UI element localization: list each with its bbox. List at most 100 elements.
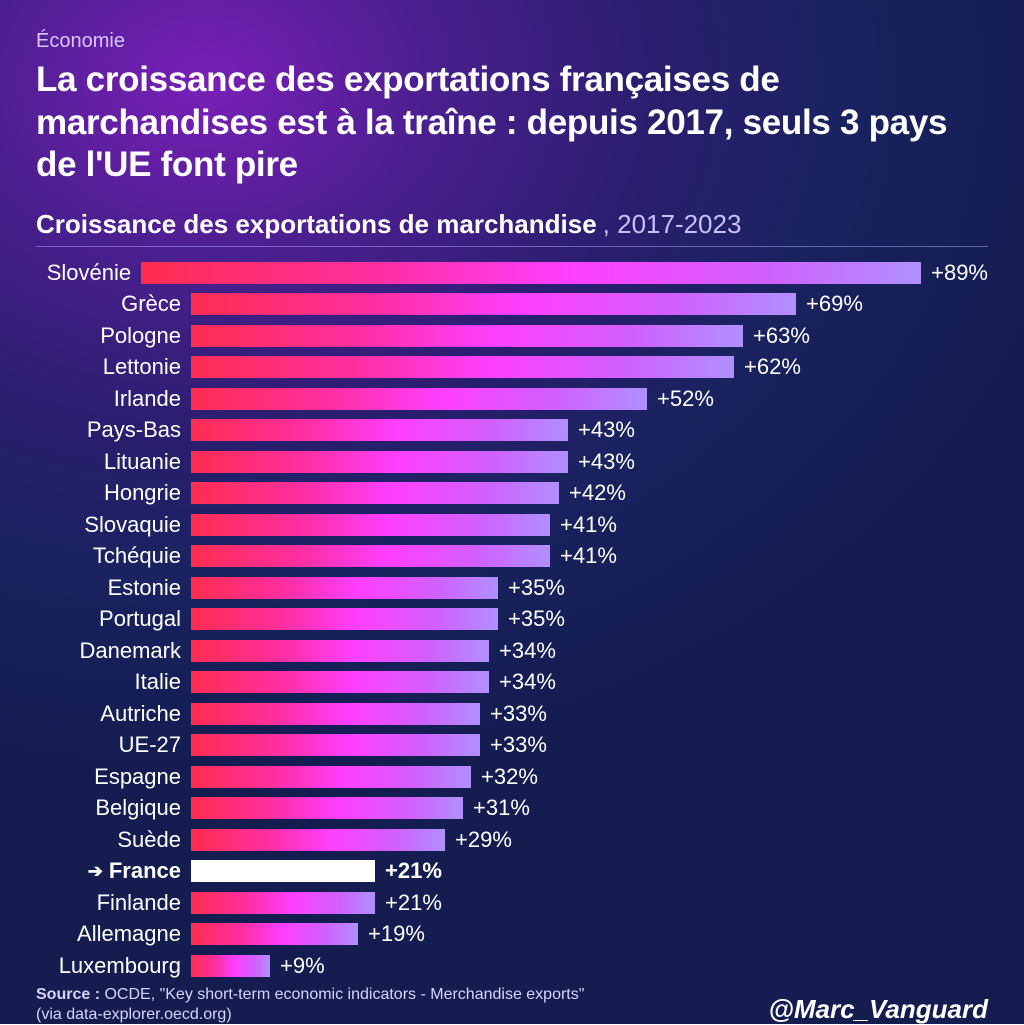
- value-label: +19%: [368, 921, 425, 947]
- country-label: Pays-Bas: [36, 417, 191, 443]
- chart-row: Pays-Bas +43%: [36, 417, 988, 444]
- bar-area: +31%: [191, 795, 988, 821]
- country-label: Slovaquie: [36, 512, 191, 538]
- bar-area: +21%: [191, 858, 988, 884]
- bar: [191, 829, 445, 851]
- bar-area: +32%: [191, 764, 988, 790]
- bar: [191, 608, 498, 630]
- subtitle-period: , 2017-2023: [603, 209, 742, 240]
- bar-area: +34%: [191, 669, 988, 695]
- country-label: Autriche: [36, 701, 191, 727]
- bar: [191, 892, 375, 914]
- country-label: Allemagne: [36, 921, 191, 947]
- country-label-text: France: [109, 858, 181, 884]
- country-label: Portugal: [36, 606, 191, 632]
- bar-area: +42%: [191, 480, 988, 506]
- bar-area: +19%: [191, 921, 988, 947]
- main-title: La croissance des exportations française…: [36, 59, 988, 187]
- value-label: +41%: [560, 543, 617, 569]
- country-label: Belgique: [36, 795, 191, 821]
- value-label: +31%: [473, 795, 530, 821]
- value-label: +34%: [499, 669, 556, 695]
- bar: [191, 293, 796, 315]
- bar: [191, 356, 734, 378]
- chart-row: Portugal+35%: [36, 606, 988, 633]
- bar: [191, 640, 489, 662]
- country-label: Danemark: [36, 638, 191, 664]
- bar-area: +33%: [191, 732, 988, 758]
- country-label-text: Slovénie: [47, 260, 131, 286]
- bar-area: +21%: [191, 890, 988, 916]
- country-label-text: Danemark: [80, 638, 181, 664]
- country-label-text: Italie: [135, 669, 181, 695]
- country-label: Lituanie: [36, 449, 191, 475]
- value-label: +33%: [490, 732, 547, 758]
- country-label: Lettonie: [36, 354, 191, 380]
- country-label: Slovénie: [36, 260, 141, 286]
- country-label: Irlande: [36, 386, 191, 412]
- chart-row: Autriche +33%: [36, 700, 988, 727]
- source-text: OCDE, "Key short-term economic indicator…: [100, 986, 584, 1003]
- bar: [191, 766, 471, 788]
- bar: [191, 797, 463, 819]
- country-label: UE-27: [36, 732, 191, 758]
- value-label: +69%: [806, 291, 863, 317]
- country-label: Luxembourg: [36, 953, 191, 979]
- bar: [191, 734, 480, 756]
- value-label: +41%: [560, 512, 617, 538]
- country-label-text: Irlande: [114, 386, 181, 412]
- chart-row: Hongrie +42%: [36, 480, 988, 507]
- chart-row: Italie +34%: [36, 669, 988, 696]
- chart-row: Luxembourg +9%: [36, 952, 988, 979]
- country-label: ➔France: [36, 858, 191, 884]
- bar-area: +52%: [191, 386, 988, 412]
- country-label: Estonie: [36, 575, 191, 601]
- country-label-text: Pays-Bas: [87, 417, 181, 443]
- country-label-text: Luxembourg: [59, 953, 181, 979]
- chart-row: Pologne+63%: [36, 322, 988, 349]
- country-label-text: Espagne: [94, 764, 181, 790]
- country-label-text: UE-27: [119, 732, 181, 758]
- country-label: Grèce: [36, 291, 191, 317]
- bar: [191, 325, 743, 347]
- bar-area: +29%: [191, 827, 988, 853]
- bar-area: +62%: [191, 354, 988, 380]
- chart-row: Lettonie +62%: [36, 354, 988, 381]
- chart-row: Allemagne +19%: [36, 921, 988, 948]
- chart-row: ➔France+21%: [36, 858, 988, 885]
- chart-row: Lituanie +43%: [36, 448, 988, 475]
- country-label-text: Lituanie: [104, 449, 181, 475]
- bar-area: +43%: [191, 449, 988, 475]
- bar-area: +34%: [191, 638, 988, 664]
- chart-row: Espagne +32%: [36, 763, 988, 790]
- chart-row: Irlande +52%: [36, 385, 988, 412]
- chart-row: Belgique +31%: [36, 795, 988, 822]
- value-label: +9%: [280, 953, 325, 979]
- bar-area: +43%: [191, 417, 988, 443]
- bar: [141, 262, 921, 284]
- bar-area: +63%: [191, 323, 988, 349]
- subtitle-text: Croissance des exportations de marchandi…: [36, 209, 597, 240]
- chart-row: UE-27 +33%: [36, 732, 988, 759]
- bar: [191, 514, 550, 536]
- value-label: +21%: [385, 890, 442, 916]
- bar: [191, 451, 568, 473]
- bar-area: +9%: [191, 953, 988, 979]
- value-label: +34%: [499, 638, 556, 664]
- bar: [191, 388, 647, 410]
- bar-area: +89%: [141, 260, 988, 286]
- bar-area: +35%: [191, 575, 988, 601]
- country-label: Suède: [36, 827, 191, 853]
- country-label-text: Autriche: [100, 701, 181, 727]
- value-label: +33%: [490, 701, 547, 727]
- author-handle: @Marc_Vanguard: [769, 994, 988, 1025]
- country-label-text: Hongrie: [104, 480, 181, 506]
- country-label-text: Estonie: [108, 575, 181, 601]
- chart-row: Tchéquie +41%: [36, 543, 988, 570]
- bar: [191, 703, 480, 725]
- country-label: Tchéquie: [36, 543, 191, 569]
- bar: [191, 923, 358, 945]
- chart-row: Grèce +69%: [36, 291, 988, 318]
- country-label-text: Lettonie: [103, 354, 181, 380]
- bar: [191, 482, 559, 504]
